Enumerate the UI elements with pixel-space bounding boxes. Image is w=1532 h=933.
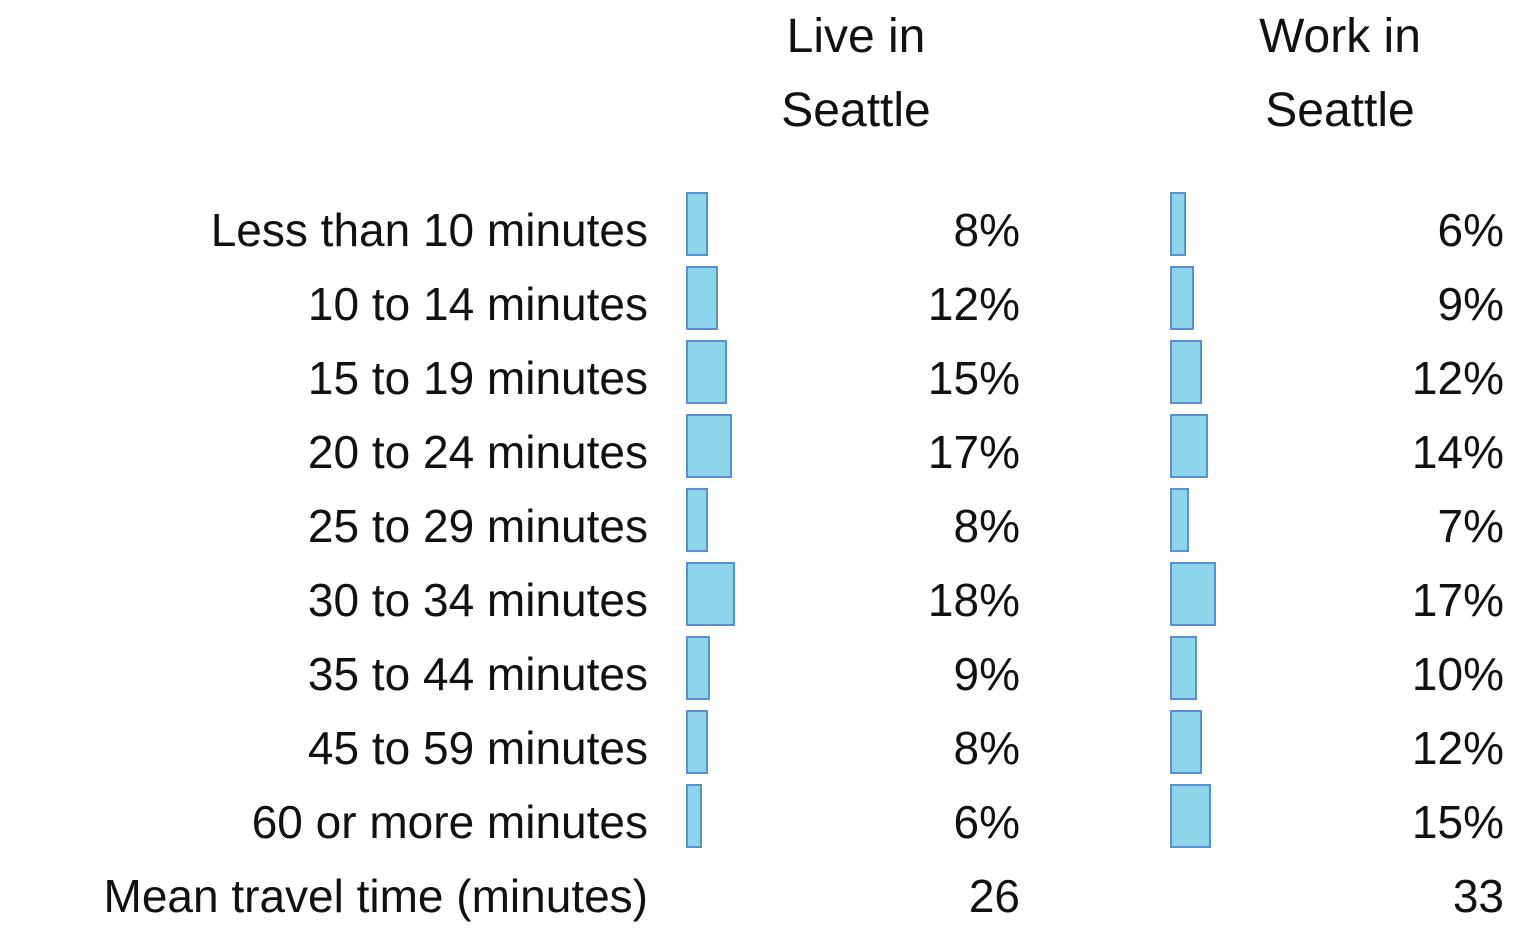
category-label: 35 to 44 minutes bbox=[307, 648, 648, 700]
bar-live-7 bbox=[686, 710, 708, 774]
category-label: 25 to 29 minutes bbox=[307, 500, 648, 552]
value-label-work-8: 15% bbox=[1411, 796, 1504, 848]
mean-travel-time-label: Mean travel time (minutes) bbox=[103, 870, 649, 922]
value-label-live-0: 8% bbox=[953, 204, 1020, 256]
value-label-live-4: 8% bbox=[953, 500, 1020, 552]
value-label-live-6: 9% bbox=[953, 648, 1020, 700]
column-header-work-in-seattle: Work in Seattle bbox=[1259, 10, 1421, 137]
value-label-live-1: 12% bbox=[927, 278, 1020, 330]
value-label-work-2: 12% bbox=[1411, 352, 1504, 404]
category-label: 60 or more minutes bbox=[251, 796, 648, 848]
bar-live-2 bbox=[686, 340, 727, 404]
value-label-live-5: 18% bbox=[927, 574, 1020, 626]
category-label: 45 to 59 minutes bbox=[307, 722, 648, 774]
column-header-live-in-seattle: Live in Seattle bbox=[781, 10, 931, 137]
bar-work-3 bbox=[1170, 414, 1208, 478]
mean-travel-time-live-value: 26 bbox=[968, 870, 1020, 922]
bar-work-2 bbox=[1170, 340, 1202, 404]
category-label: 20 to 24 minutes bbox=[307, 426, 648, 478]
bar-work-1 bbox=[1170, 266, 1194, 330]
bar-live-5 bbox=[686, 562, 735, 626]
value-label-work-5: 17% bbox=[1411, 574, 1504, 626]
mean-travel-time-work-value: 33 bbox=[1452, 870, 1504, 922]
bar-work-7 bbox=[1170, 710, 1202, 774]
bar-live-4 bbox=[686, 488, 708, 552]
value-label-live-8: 6% bbox=[953, 796, 1020, 848]
bar-work-8 bbox=[1170, 784, 1211, 848]
category-label: 10 to 14 minutes bbox=[307, 278, 648, 330]
category-label: Less than 10 minutes bbox=[210, 204, 648, 256]
bar-work-6 bbox=[1170, 636, 1197, 700]
bar-live-6 bbox=[686, 636, 710, 700]
value-label-work-1: 9% bbox=[1437, 278, 1504, 330]
category-label: 30 to 34 minutes bbox=[307, 574, 648, 626]
bar-live-1 bbox=[686, 266, 718, 330]
category-label: 15 to 19 minutes bbox=[307, 352, 648, 404]
bar-work-0 bbox=[1170, 192, 1186, 256]
bar-live-8 bbox=[686, 784, 702, 848]
value-label-work-4: 7% bbox=[1437, 500, 1504, 552]
bar-work-5 bbox=[1170, 562, 1216, 626]
bar-work-4 bbox=[1170, 488, 1189, 552]
value-label-work-3: 14% bbox=[1411, 426, 1504, 478]
value-label-work-7: 12% bbox=[1411, 722, 1504, 774]
bar-live-3 bbox=[686, 414, 732, 478]
value-label-work-0: 6% bbox=[1437, 204, 1504, 256]
value-label-live-3: 17% bbox=[927, 426, 1020, 478]
value-label-work-6: 10% bbox=[1411, 648, 1504, 700]
value-label-live-7: 8% bbox=[953, 722, 1020, 774]
bar-live-0 bbox=[686, 192, 708, 256]
value-label-live-2: 15% bbox=[927, 352, 1020, 404]
